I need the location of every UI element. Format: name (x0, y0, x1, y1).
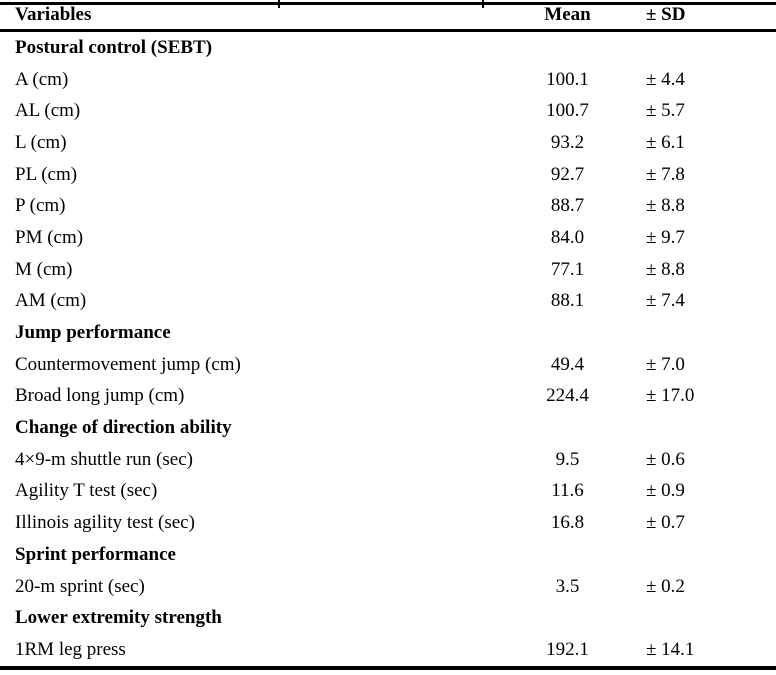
variable-cell: 1RM leg press (15, 638, 126, 660)
table-row: AM (cm) 88.1 ± 7.4 (0, 286, 776, 318)
column-header-sd: ± SD (646, 3, 686, 25)
variable-cell: Broad long jump (cm) (15, 385, 185, 407)
variable-cell: M (cm) (15, 258, 73, 280)
table-top-rule (0, 2, 776, 5)
section-header-label: Postural control (SEBT) (15, 36, 213, 58)
variable-cell: AM (cm) (15, 290, 87, 312)
mean-cell: 88.7 (550, 195, 585, 217)
sd-cell: ± 7.8 (646, 163, 685, 185)
variable-cell: PM (cm) (15, 226, 84, 248)
crop-artifact-tick (278, 0, 280, 8)
table-header-row: Variables Mean ± SD (0, 0, 776, 32)
variable-cell: Illinois agility test (sec) (15, 512, 195, 534)
table-row: Broad long jump (cm) 224.4 ± 17.0 (0, 381, 776, 413)
crop-artifact-tick (482, 0, 484, 8)
variable-cell: Agility T test (sec) (15, 480, 158, 502)
sd-cell: ± 14.1 (646, 638, 695, 660)
mean-cell: 16.8 (550, 512, 585, 534)
mean-cell: 93.2 (550, 131, 585, 153)
section-header-row: Change of direction ability (0, 412, 776, 444)
table-row: 20-m sprint (sec) 3.5 ± 0.2 (0, 571, 776, 603)
variable-cell: A (cm) (15, 68, 69, 90)
variable-cell: 4×9-m shuttle run (sec) (15, 448, 193, 470)
sd-cell: ± 8.8 (646, 195, 685, 217)
mean-cell: 192.1 (546, 638, 589, 660)
sd-cell: ± 17.0 (646, 385, 695, 407)
mean-cell: 88.1 (550, 290, 585, 312)
mean-cell: 100.1 (546, 68, 589, 90)
sd-cell: ± 8.8 (646, 258, 685, 280)
sd-cell: ± 0.2 (646, 575, 685, 597)
column-header-variables: Variables (15, 3, 92, 25)
sd-cell: ± 9.7 (646, 226, 685, 248)
mean-cell: 11.6 (551, 480, 584, 502)
mean-cell: 9.5 (555, 448, 580, 470)
variable-cell: L (cm) (15, 131, 67, 153)
sd-cell: ± 4.4 (646, 68, 685, 90)
section-header-label: Jump performance (15, 322, 171, 344)
table-row: 1RM leg press 192.1 ± 14.1 (0, 634, 776, 666)
variable-cell: 20-m sprint (sec) (15, 575, 145, 597)
mean-cell: 77.1 (550, 258, 585, 280)
section-header-label: Change of direction ability (15, 417, 232, 439)
table-row: Countermovement jump (cm) 49.4 ± 7.0 (0, 349, 776, 381)
sd-cell: ± 7.0 (646, 353, 685, 375)
table-row: A (cm) 100.1 ± 4.4 (0, 64, 776, 96)
section-header-label: Sprint performance (15, 543, 176, 565)
sd-cell: ± 0.6 (646, 448, 685, 470)
sd-cell: ± 0.7 (646, 512, 685, 534)
table-bottom-rule (0, 665, 776, 670)
table-body: Postural control (SEBT) A (cm) 100.1 ± 4… (0, 32, 776, 666)
sd-cell: ± 5.7 (646, 100, 685, 122)
variable-cell: PL (cm) (15, 163, 78, 185)
table-row: M (cm) 77.1 ± 8.8 (0, 254, 776, 286)
section-header-row: Sprint performance (0, 539, 776, 571)
column-header-mean: Mean (544, 3, 591, 25)
mean-cell: 3.5 (555, 575, 580, 597)
sd-cell: ± 6.1 (646, 131, 685, 153)
table-row: L (cm) 93.2 ± 6.1 (0, 127, 776, 159)
table-row: PL (cm) 92.7 ± 7.8 (0, 159, 776, 191)
variable-cell: AL (cm) (15, 100, 81, 122)
table-row: Agility T test (sec) 11.6 ± 0.9 (0, 476, 776, 508)
section-header-row: Postural control (SEBT) (0, 32, 776, 64)
table-row: P (cm) 88.7 ± 8.8 (0, 190, 776, 222)
variable-cell: P (cm) (15, 195, 66, 217)
table-row: PM (cm) 84.0 ± 9.7 (0, 222, 776, 254)
mean-cell: 84.0 (550, 226, 585, 248)
table-row: 4×9-m shuttle run (sec) 9.5 ± 0.6 (0, 444, 776, 476)
mean-cell: 49.4 (550, 353, 585, 375)
mean-cell: 92.7 (550, 163, 585, 185)
section-header-label: Lower extremity strength (15, 607, 222, 629)
section-header-row: Jump performance (0, 317, 776, 349)
sd-cell: ± 0.9 (646, 480, 685, 502)
section-header-row: Lower extremity strength (0, 602, 776, 634)
sd-cell: ± 7.4 (646, 290, 685, 312)
mean-cell: 100.7 (546, 100, 589, 122)
table-row: Illinois agility test (sec) 16.8 ± 0.7 (0, 507, 776, 539)
table-row: AL (cm) 100.7 ± 5.7 (0, 95, 776, 127)
variable-cell: Countermovement jump (cm) (15, 353, 241, 375)
mean-cell: 224.4 (546, 385, 589, 407)
